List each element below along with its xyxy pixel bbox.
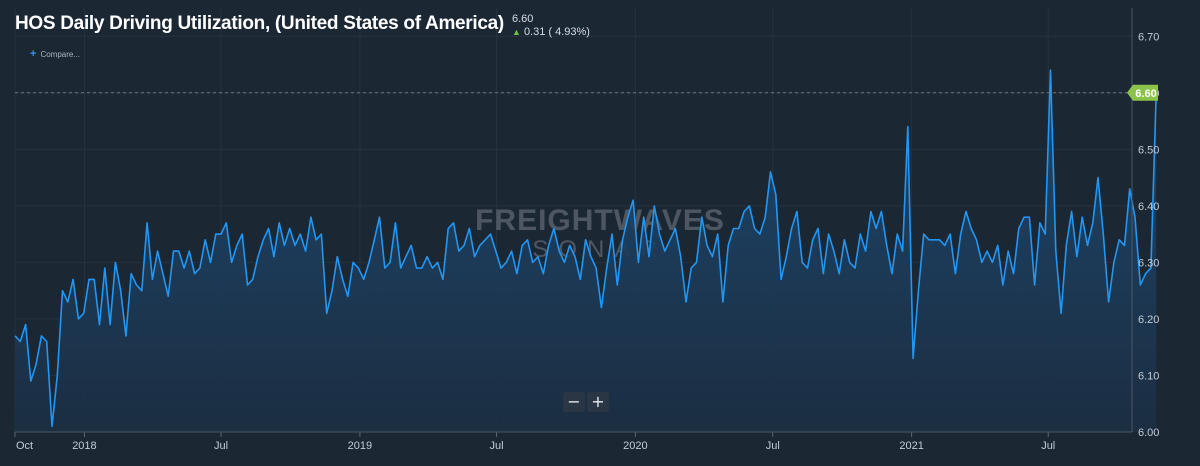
- axes: 6.00 6.10 6.20 6.30 6.40 6.50 6.60 6.70 Oct 2018 J…: [14, 8, 1159, 452]
- up-arrow-icon: ▲: [511, 27, 521, 37]
- x-tick-label: 2019: [348, 440, 372, 452]
- x-tick-label: Jul: [214, 440, 228, 452]
- quote-block: 6.60 ▲ 0.31 ( 4.93%): [512, 13, 590, 39]
- zoom-out-button[interactable]: −: [563, 392, 585, 412]
- last-value: 6.60: [511, 13, 534, 25]
- chart-title: HOS Daily Driving Utilization, (United S…: [15, 13, 504, 34]
- chart-header: HOS Daily Driving Utilization, (United S…: [15, 12, 590, 39]
- x-tick-label: Jul: [766, 440, 780, 452]
- y-tick-label: 6.50: [1138, 144, 1159, 156]
- watermark-line1: FREIGHTWAVES: [475, 204, 725, 237]
- x-tick-label: 2021: [899, 440, 923, 452]
- series-line: [14, 69, 1157, 428]
- x-tick-label: Jul: [489, 440, 503, 452]
- x-tick-label: Oct: [16, 440, 33, 452]
- current-value-badge: [1127, 84, 1158, 101]
- change-text: 0.31 ( 4.93%): [523, 26, 590, 38]
- zoom-in-button[interactable]: +: [587, 392, 609, 412]
- plus-icon: +: [30, 48, 37, 60]
- current-value-badge-label: 6.60: [1135, 88, 1156, 100]
- y-tick-label: 6.30: [1138, 257, 1159, 269]
- y-tick-label: 6.10: [1138, 370, 1159, 382]
- y-tick-label: 6.40: [1138, 201, 1159, 213]
- x-tick-label: 2020: [623, 440, 647, 452]
- compare-label: Compare...: [40, 49, 81, 59]
- y-tick-label: 6.20: [1138, 314, 1159, 326]
- y-tick-label: 6.70: [1138, 31, 1159, 43]
- y-tick-label: 6.00: [1138, 427, 1159, 439]
- change-value: ▲ 0.31 ( 4.93%): [512, 26, 590, 39]
- x-tick-label: 2018: [72, 440, 96, 452]
- series-area-fill: [15, 70, 1157, 432]
- zoom-controls: − +: [563, 392, 609, 412]
- x-tick-label: Jul: [1041, 440, 1055, 452]
- compare-button[interactable]: + Compare...: [30, 48, 80, 60]
- series-area: [14, 69, 1157, 432]
